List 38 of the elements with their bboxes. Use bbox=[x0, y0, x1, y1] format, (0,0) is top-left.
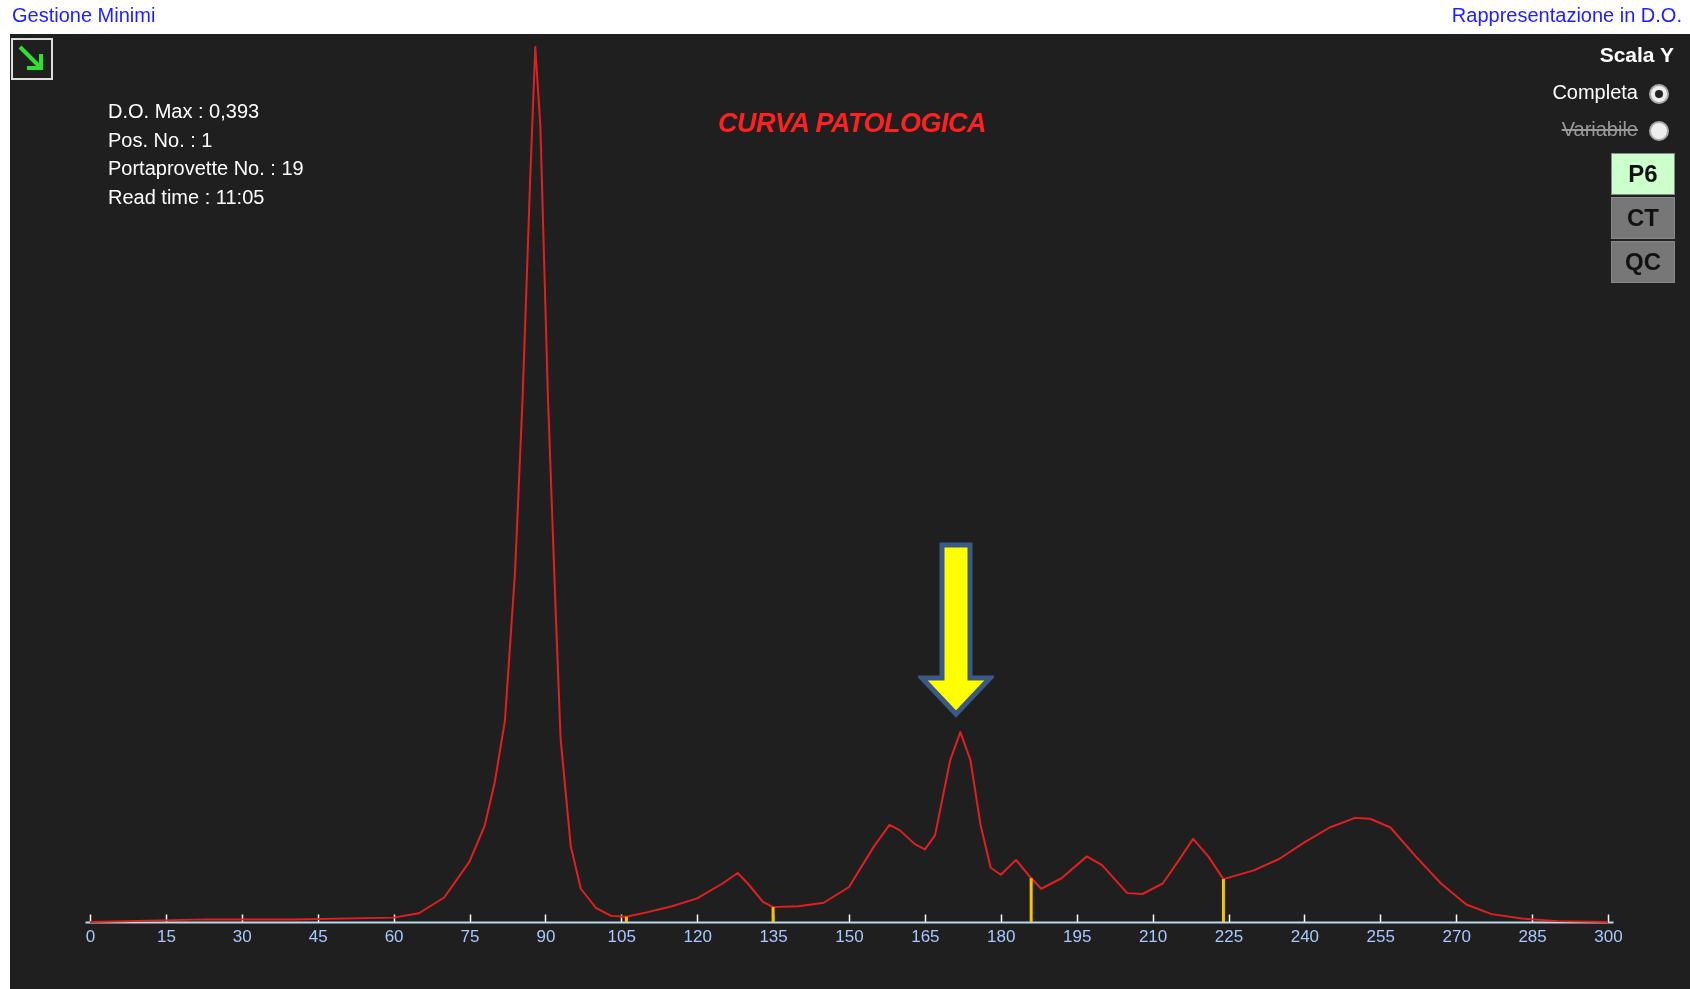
bar bbox=[1029, 878, 1033, 922]
x-tick-label: 255 bbox=[1366, 926, 1395, 946]
x-tick-label: 90 bbox=[536, 926, 556, 946]
x-tick-label: 270 bbox=[1442, 926, 1471, 946]
x-tick-label: 120 bbox=[683, 926, 712, 946]
x-tick-label: 60 bbox=[384, 926, 404, 946]
x-tick-label: 165 bbox=[911, 926, 940, 946]
annotation: Scala Y bbox=[1599, 43, 1674, 67]
x-tick-label: 225 bbox=[1214, 926, 1244, 946]
x-tick-label: 0 bbox=[85, 926, 96, 946]
text: Gestione Minimi bbox=[12, 4, 156, 27]
x-tick-label: 45 bbox=[308, 926, 328, 946]
x-tick-label: 150 bbox=[835, 926, 864, 946]
bar bbox=[771, 907, 775, 922]
text: CURVA PATOLOGICA bbox=[718, 108, 986, 139]
x-tick-label: 30 bbox=[232, 926, 252, 946]
annotation: Pos. No. : 1 bbox=[108, 129, 213, 152]
x-tick-label: 15 bbox=[156, 926, 176, 946]
bar bbox=[1221, 879, 1225, 922]
x-tick-label: 195 bbox=[1063, 926, 1092, 946]
x-tick-label: 210 bbox=[1138, 926, 1168, 946]
x-tick-label: 135 bbox=[759, 926, 788, 946]
x-tick-label: 300 bbox=[1594, 926, 1623, 946]
bar bbox=[624, 916, 628, 922]
annotation: Variabile bbox=[1561, 118, 1638, 141]
x-tick-label: 180 bbox=[987, 926, 1016, 946]
annotation: Completa bbox=[1552, 81, 1638, 104]
annotation: Read time : 11:05 bbox=[108, 186, 265, 209]
x-tick-label: 105 bbox=[607, 926, 636, 946]
text: Rappresentazione in D.O. bbox=[1451, 4, 1682, 27]
x-tick-label: 75 bbox=[460, 926, 480, 946]
text: QC bbox=[1611, 241, 1675, 283]
text: CT bbox=[1611, 197, 1675, 239]
text: P6 bbox=[1611, 153, 1675, 195]
x-tick-label: 285 bbox=[1518, 926, 1547, 946]
annotation: Portaprovette No. : 19 bbox=[108, 157, 304, 180]
annotation: D.O. Max : 0,393 bbox=[108, 100, 260, 123]
x-tick-label: 240 bbox=[1290, 926, 1320, 946]
